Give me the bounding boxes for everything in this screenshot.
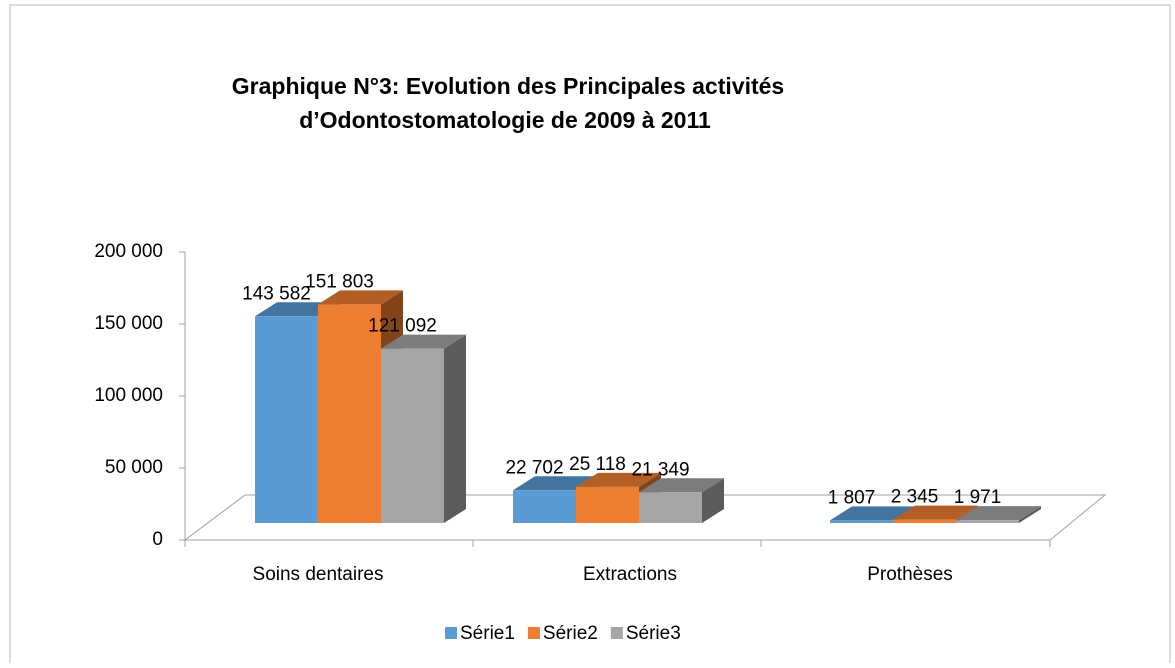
value-label: 2 345 xyxy=(891,487,939,508)
bar-side xyxy=(1019,506,1041,523)
legend-swatch xyxy=(610,627,623,639)
bar-top xyxy=(956,506,1041,521)
bar-side xyxy=(444,334,466,523)
x-tick-label: Soins dentaires xyxy=(253,564,384,585)
chart-frame xyxy=(9,4,1171,666)
y-tick-label: 100 000 xyxy=(94,385,163,406)
value-label: 1 971 xyxy=(954,487,1002,508)
bar-top xyxy=(318,290,403,305)
bar xyxy=(639,492,702,523)
bar xyxy=(956,520,1019,523)
bar xyxy=(318,304,381,523)
bar xyxy=(576,486,639,523)
legend-label: Série3 xyxy=(626,623,681,644)
bar xyxy=(893,519,956,523)
value-label: 1 807 xyxy=(828,487,876,508)
bar xyxy=(513,490,576,523)
chart-title: d’Odontostomatologie de 2009 à 2011 xyxy=(299,107,711,133)
bar xyxy=(255,316,318,523)
legend-swatch xyxy=(445,627,457,639)
legend-label: Série1 xyxy=(460,623,515,644)
value-label: 22 702 xyxy=(505,457,563,478)
x-tick-label: Extractions xyxy=(583,564,677,585)
value-label: 25 118 xyxy=(569,454,626,475)
floor xyxy=(183,494,1107,541)
chart-title: Graphique N°3: Evolution des Principales… xyxy=(232,73,784,99)
y-tick-label: 200 000 xyxy=(94,241,163,262)
bar xyxy=(830,520,893,523)
value-label: 121 092 xyxy=(368,316,437,337)
value-label: 21 349 xyxy=(631,459,689,480)
value-label: 143 582 xyxy=(242,283,311,304)
value-label: 151 803 xyxy=(305,271,374,292)
bar xyxy=(381,348,444,523)
bar-top xyxy=(830,506,915,521)
bar-top xyxy=(639,478,724,493)
legend-swatch xyxy=(527,627,540,639)
bar-top xyxy=(381,334,466,349)
bar-side xyxy=(702,478,724,523)
y-tick-label: 150 000 xyxy=(94,313,163,334)
y-tick-label: 0 xyxy=(152,529,163,550)
bar-top xyxy=(893,505,978,520)
x-tick-label: Prothèses xyxy=(867,564,953,585)
legend-label: Série2 xyxy=(543,623,598,644)
bar-top xyxy=(576,472,661,487)
y-tick-label: 50 000 xyxy=(105,457,163,478)
